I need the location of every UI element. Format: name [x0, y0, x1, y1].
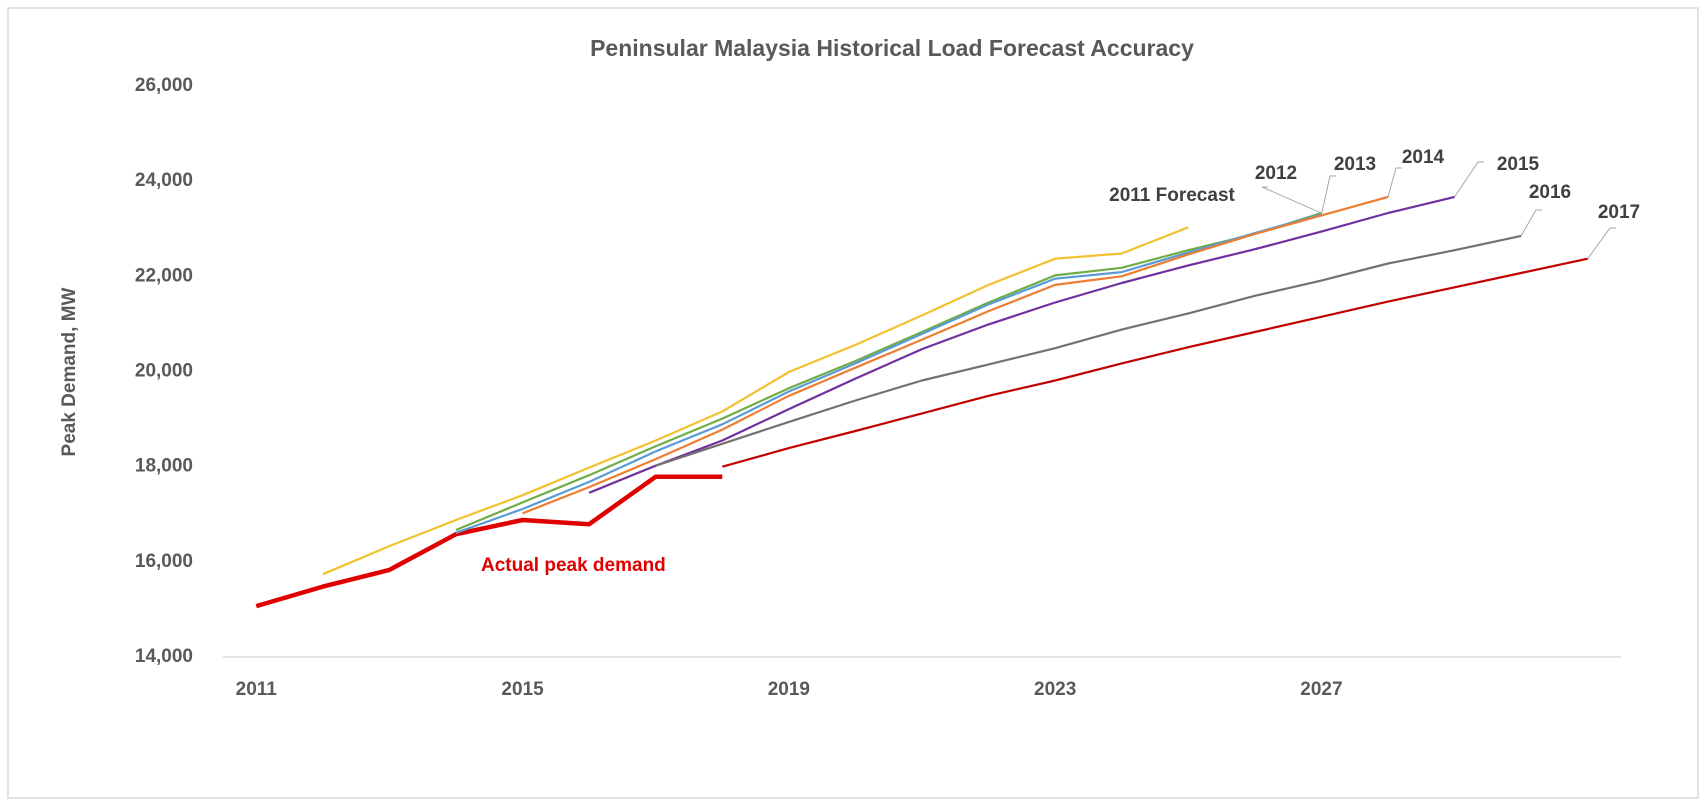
- y-tick-label: 26,000: [135, 75, 193, 96]
- series-label: 2013: [1334, 154, 1376, 175]
- series-line: [722, 257, 1588, 468]
- y-tick-label: 14,000: [135, 646, 193, 667]
- y-tick-label: 24,000: [135, 170, 193, 191]
- y-tick-label: 22,000: [135, 265, 193, 286]
- series-line: [522, 195, 1389, 515]
- x-tick-label: 2015: [501, 679, 544, 700]
- y-tick-label: 20,000: [135, 361, 193, 382]
- x-tick-label: 2027: [1300, 679, 1342, 700]
- series-label: 2016: [1529, 182, 1571, 203]
- x-tick-label: 2019: [768, 679, 810, 700]
- chart-frame: [7, 7, 1699, 799]
- leader-line: [1387, 167, 1402, 198]
- x-tick-label: 2023: [1034, 679, 1076, 700]
- series-line: [455, 211, 1322, 532]
- y-tick-label: 16,000: [135, 551, 193, 572]
- leader-line: [1587, 227, 1616, 260]
- series-label: 2011 Forecast: [1109, 185, 1235, 206]
- leader-line: [1454, 161, 1484, 198]
- chart-title: Peninsular Malaysia Historical Load Fore…: [590, 35, 1194, 61]
- series-label: 2017: [1598, 202, 1640, 223]
- series-line: [455, 213, 1322, 534]
- series-label: 2015: [1497, 154, 1540, 175]
- series-label: Actual peak demand: [481, 555, 666, 576]
- series-label: 2012: [1255, 163, 1297, 184]
- series-line: [255, 474, 723, 609]
- x-tick-label: 2011: [236, 679, 278, 700]
- leader-line: [1520, 209, 1542, 237]
- series-line: [322, 226, 1189, 576]
- series-line: [655, 234, 1522, 467]
- leader-line: [1261, 186, 1322, 214]
- series-line: [588, 195, 1455, 494]
- leader-line: [1320, 175, 1336, 215]
- y-axis-label: Peak Demand, MW: [59, 287, 80, 456]
- y-tick-label: 18,000: [135, 456, 193, 477]
- series-label: 2014: [1402, 147, 1445, 168]
